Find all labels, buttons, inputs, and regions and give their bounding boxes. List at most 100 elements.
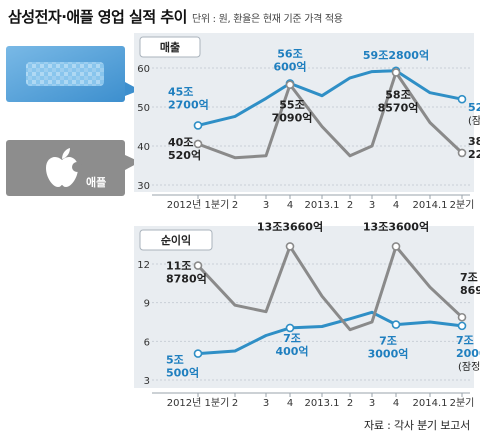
x-tick-label: 2014.1 bbox=[413, 398, 448, 409]
panel-title: 순이익 bbox=[161, 233, 191, 247]
svg-text:56조: 56조 bbox=[277, 47, 302, 60]
svg-text:59조2800억: 59조2800억 bbox=[363, 49, 429, 62]
apple-data-point bbox=[391, 242, 401, 251]
svg-text:7조: 7조 bbox=[456, 334, 474, 347]
y-tick-label: 12 bbox=[137, 260, 150, 271]
apple-data-label: 7조8690억 bbox=[460, 271, 480, 297]
x-tick-label: 2012년 1분기 bbox=[167, 397, 230, 409]
svg-text:7조: 7조 bbox=[460, 271, 478, 284]
x-tick-label: 2 bbox=[347, 200, 353, 211]
samsung-data-point bbox=[457, 94, 467, 104]
svg-text:(잠정치): (잠정치) bbox=[468, 115, 480, 127]
y-tick-label: 3 bbox=[144, 376, 150, 387]
svg-text:7조: 7조 bbox=[283, 332, 301, 345]
svg-text:13조3660억: 13조3660억 bbox=[257, 220, 323, 233]
svg-text:7090억: 7090억 bbox=[272, 112, 313, 125]
apple-data-label: 13조3660억 bbox=[257, 220, 323, 233]
x-tick-label: 2 bbox=[232, 398, 238, 409]
x-tick-label: 3 bbox=[369, 398, 375, 409]
samsung-logo-card bbox=[6, 46, 140, 102]
x-tick-label: 2013.1 bbox=[305, 398, 340, 409]
x-tick-label: 2 bbox=[232, 200, 238, 211]
apple-data-point bbox=[391, 68, 401, 77]
samsung-data-label: (잠정치) bbox=[458, 361, 480, 373]
samsung-data-label: 52조(잠정치) bbox=[468, 101, 480, 127]
y-tick-label: 6 bbox=[144, 337, 150, 348]
svg-text:3000억: 3000억 bbox=[368, 348, 409, 361]
svg-text:11조: 11조 bbox=[166, 260, 191, 273]
apple-logo-card: 애플 bbox=[6, 140, 140, 196]
x-tick-label: 4 bbox=[287, 398, 293, 409]
x-tick-label: 4 bbox=[393, 200, 399, 211]
svg-text:58조: 58조 bbox=[385, 88, 410, 101]
apple-data-label: 13조3600억 bbox=[363, 220, 429, 233]
apple-card-pointer bbox=[125, 155, 140, 170]
apple-series-line bbox=[196, 244, 464, 332]
samsung-series-line bbox=[196, 69, 464, 127]
samsung-data-point bbox=[193, 121, 203, 130]
svg-text:40조: 40조 bbox=[168, 136, 193, 149]
svg-text:45조: 45조 bbox=[168, 85, 193, 98]
svg-text:520억: 520억 bbox=[168, 149, 201, 162]
apple-data-point bbox=[457, 148, 467, 158]
panel-title-tab: 순이익 bbox=[139, 229, 213, 251]
svg-text:38조: 38조 bbox=[468, 135, 480, 148]
samsung-data-point bbox=[193, 349, 203, 358]
svg-text:5조: 5조 bbox=[166, 354, 184, 367]
svg-text:500억: 500억 bbox=[166, 367, 199, 380]
y-tick-label: 9 bbox=[144, 299, 150, 310]
apple-data-point bbox=[193, 261, 203, 270]
source-note: 자료 : 각사 분기 보고서 bbox=[364, 419, 470, 432]
samsung-data-point bbox=[285, 323, 295, 333]
apple-data-label: 38조2230억 bbox=[468, 135, 480, 161]
x-tick-label: 3 bbox=[263, 200, 269, 211]
x-tick-label: 2분기 bbox=[450, 397, 475, 409]
svg-text:2700억: 2700억 bbox=[168, 98, 209, 111]
x-tick-label: 4 bbox=[287, 200, 293, 211]
apple-logo-icon bbox=[46, 148, 82, 187]
svg-text:8570억: 8570억 bbox=[378, 101, 419, 114]
apple-logo-label: 애플 bbox=[86, 175, 106, 189]
x-tick-label: 3 bbox=[369, 200, 375, 211]
x-tick-label: 2012년 1분기 bbox=[167, 199, 230, 211]
samsung-data-label: 7조2000억 bbox=[456, 334, 480, 360]
samsung-data-label: 59조2800억 bbox=[363, 49, 429, 62]
svg-text:(잠정치): (잠정치) bbox=[458, 361, 480, 373]
svg-text:52조: 52조 bbox=[468, 101, 480, 114]
apple-series-line bbox=[196, 71, 464, 160]
svg-text:7조: 7조 bbox=[379, 335, 397, 348]
apple-data-point bbox=[285, 242, 295, 251]
svg-text:400억: 400억 bbox=[275, 345, 308, 358]
svg-text:8780억: 8780억 bbox=[166, 273, 207, 286]
x-tick-label: 2014.1 bbox=[413, 200, 448, 211]
samsung-series-line bbox=[196, 310, 464, 356]
y-tick-label: 30 bbox=[137, 181, 150, 192]
panel-title: 매출 bbox=[160, 40, 180, 54]
samsung-data-point bbox=[457, 321, 467, 331]
apple-data-point bbox=[457, 312, 467, 322]
apple-data-point bbox=[285, 80, 295, 90]
chart-subtitle: 단위 : 원, 환율은 현재 기준 가격 적용 bbox=[191, 14, 343, 25]
x-tick-label: 2 bbox=[347, 398, 353, 409]
chart-title: 삼성전자·애플 영업 실적 추이 bbox=[8, 8, 187, 26]
x-tick-label: 2013.1 bbox=[305, 200, 340, 211]
panel-background bbox=[134, 33, 474, 192]
svg-text:2230억: 2230억 bbox=[468, 148, 480, 161]
svg-text:8690억: 8690억 bbox=[460, 284, 480, 297]
x-tick-label: 2분기 bbox=[450, 199, 475, 211]
chart-header: 삼성전자·애플 영업 실적 추이 단위 : 원, 환율은 현재 기준 가격 적용 bbox=[8, 6, 343, 26]
svg-text:600억: 600억 bbox=[273, 60, 306, 73]
samsung-logo-mosaic bbox=[26, 62, 104, 86]
x-tick-label: 3 bbox=[263, 398, 269, 409]
